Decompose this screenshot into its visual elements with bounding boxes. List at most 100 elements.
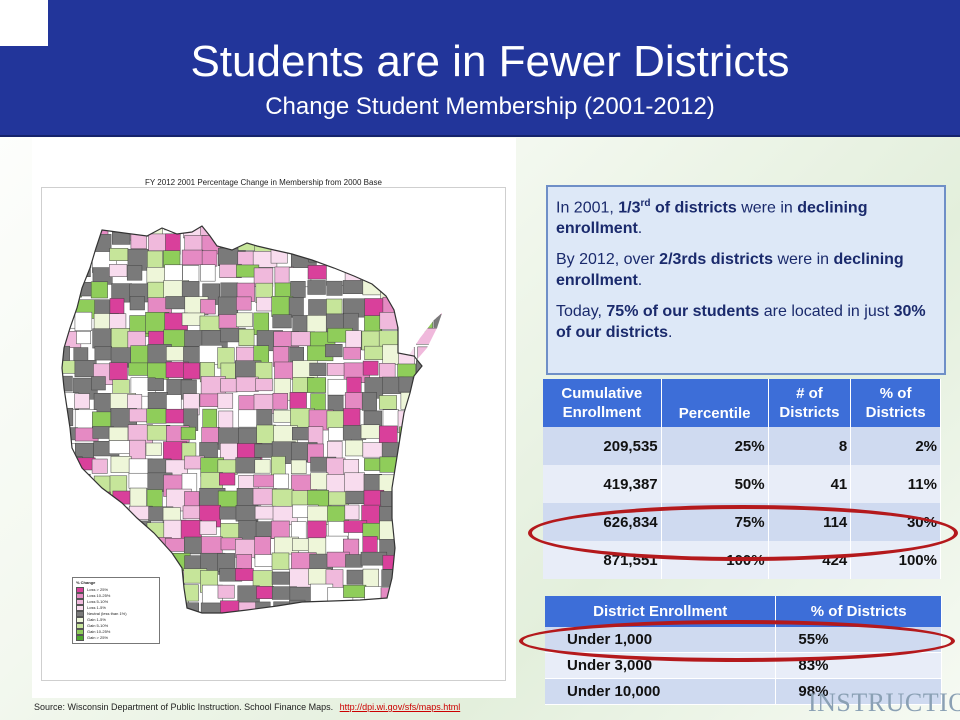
district-cell [416,455,435,474]
district-cell [345,330,362,351]
district-cell [364,345,385,360]
district-cell [416,507,438,525]
district-cell [379,395,397,410]
district-cell [397,472,417,487]
district-cell [290,459,307,474]
slide-header: Students are in Fewer Districts Change S… [0,0,960,137]
district-cell [166,346,187,362]
table1-header: Cumulative Enrollment [543,379,662,427]
district-cell [73,263,91,277]
legend-item: Loss > 25% [76,586,156,593]
district-cell [415,427,436,448]
district-cell [380,491,397,507]
district-cell [309,602,326,613]
legend-swatch [76,616,84,623]
district-cell [382,251,402,270]
district-cell [62,523,79,541]
district-cell [417,475,442,492]
district-cell [400,231,421,248]
district-cell [327,232,346,247]
district-cell [398,440,425,462]
district-cell [362,536,378,555]
district-cell [62,407,74,427]
district-cell [111,226,130,231]
district-cell [433,226,442,237]
district-cell [433,376,442,392]
district-cell [165,296,188,310]
table1-header: # of Districts [768,379,852,427]
district-cell [200,602,227,613]
district-cell [110,456,132,473]
district-cell [62,375,73,392]
district-cell [272,314,292,329]
district-cell [433,314,442,328]
legend-item: Gain 1-5% [76,616,156,623]
district-cell [435,487,442,506]
district-cell [76,331,91,345]
legend-swatch [76,622,84,629]
district-cell [346,601,363,613]
brand-logo-text: INSTRUCTION [808,688,960,717]
district-cell [435,538,442,557]
district-cell [379,600,405,613]
district-cell [417,282,432,296]
district-cell [254,505,276,520]
district-cell [74,226,91,235]
district-cell [345,490,366,504]
legend-label: Gain 10-25% [87,628,111,634]
district-cell [147,362,169,380]
table-cell: 8 [768,427,852,465]
district-cell [435,331,442,350]
district-cell [272,235,287,252]
district-cell [416,440,432,453]
district-cell [73,489,90,512]
district-cell [62,231,78,245]
district-cell [414,226,433,234]
district-cell [436,280,442,301]
callout-paragraph-3: Today, 75% of our students are located i… [556,303,926,342]
legend-item: Loss 5-10% [76,598,156,605]
table-cell: 98% [775,678,942,705]
district-cell [416,567,441,584]
district-cell [74,521,92,543]
district-cell [417,520,442,535]
legend-item: Neutral (less than 1%) [76,610,156,617]
district-cell [164,226,180,231]
district-cell [219,472,236,486]
district-cell [73,537,100,559]
district-cell [217,296,239,317]
district-cell [416,378,434,400]
district-cell [292,226,316,235]
district-cell [62,507,82,522]
district-cell [252,570,273,587]
district-cell [129,296,145,311]
district-cell [254,459,271,474]
source-note: Source: Wisconsin Department of Public I… [34,702,460,712]
district-cell [289,392,307,410]
district-cell [127,394,143,410]
map-legend: % Change Loss > 25% Loss 10-25% Loss 5-10%… [72,577,160,644]
source-link[interactable]: http://dpi.wi.gov/sfs/maps.html [339,702,461,712]
district-cell [129,439,146,461]
district-cell [273,473,289,489]
district-cell [93,475,113,495]
district-cell [91,555,109,571]
table-cell: 11% [850,465,941,503]
district-cell [199,315,221,333]
district-cell [399,456,416,478]
district-cell [400,537,425,551]
district-cell [400,250,427,272]
district-cell [128,362,149,376]
district-cell [361,392,377,411]
legend-item: Gain 10-25% [76,628,156,635]
district-cell [110,328,130,349]
slide-title: Students are in Fewer Districts [190,37,790,86]
district-cell [147,281,166,299]
district-cell [200,299,216,315]
district-cell [74,311,93,331]
district-cell [217,392,234,409]
district-cell [166,602,187,613]
district-cell [271,552,290,570]
state-outline [61,225,423,614]
district-cell [62,283,82,298]
